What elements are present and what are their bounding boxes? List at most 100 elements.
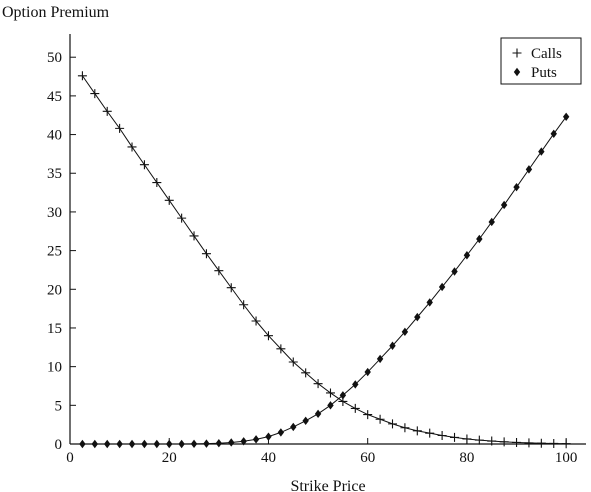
calls-point	[90, 89, 100, 99]
puts-point	[488, 217, 495, 227]
y-tick-label: 15	[47, 321, 62, 337]
series-puts	[79, 112, 570, 449]
legend-label-puts: Puts	[531, 65, 557, 81]
calls-point	[239, 300, 249, 310]
puts-point	[389, 341, 396, 350]
puts-point	[513, 182, 520, 192]
puts-point	[104, 439, 111, 449]
y-tick-label: 30	[47, 205, 62, 221]
calls-point	[276, 344, 286, 354]
puts-point	[166, 439, 173, 449]
calls-point	[77, 71, 87, 81]
puts-point	[426, 298, 433, 307]
calls-point	[462, 434, 472, 444]
y-tick-label: 35	[47, 166, 62, 182]
puts-point	[327, 401, 334, 410]
calls-point	[214, 266, 224, 276]
calls-point	[102, 106, 112, 116]
calls-point	[251, 316, 261, 326]
y-tick-label: 45	[47, 89, 62, 105]
puts-point	[339, 391, 347, 400]
puts-point	[290, 422, 297, 432]
legend-label-calls: Calls	[531, 46, 562, 62]
puts-line	[82, 116, 567, 445]
puts-point	[265, 432, 272, 441]
calls-point	[499, 437, 509, 447]
puts-point	[116, 439, 123, 449]
calls-point	[127, 142, 137, 152]
puts-point	[451, 267, 458, 276]
calls-point	[388, 419, 397, 429]
calls-point	[400, 423, 410, 433]
series-calls	[77, 71, 571, 449]
puts-point	[252, 435, 260, 444]
puts-point	[178, 439, 185, 449]
x-tick-label: 60	[360, 450, 375, 466]
calls-point	[288, 357, 298, 367]
calls-point	[115, 123, 125, 133]
calls-point	[524, 438, 534, 448]
y-tick-label: 40	[47, 128, 62, 144]
calls-point	[363, 410, 373, 420]
calls-point	[450, 432, 460, 442]
axes	[69, 34, 586, 445]
calls-point	[301, 368, 311, 378]
puts-point	[550, 129, 557, 138]
y-tick-label: 0	[55, 437, 63, 453]
calls-point	[512, 437, 522, 447]
calls-point	[375, 414, 385, 424]
puts-point	[352, 380, 359, 389]
puts-point	[364, 367, 371, 377]
calls-point	[189, 231, 199, 241]
puts-point	[476, 234, 483, 244]
y-tick-label: 10	[47, 360, 62, 376]
calls-point	[325, 388, 335, 398]
puts-point	[228, 438, 235, 447]
y-axis-ticks: 0 5 10 15 20 25 30 35 40 45 50	[47, 50, 76, 453]
x-axis-ticks: 0 20 40 60 80 100	[66, 438, 577, 466]
x-tick-label: 40	[261, 450, 276, 466]
legend: Calls Puts	[500, 37, 582, 85]
puts-point	[128, 439, 136, 449]
y-tick-label: 25	[47, 244, 62, 260]
y-axis-title: Option Premium	[2, 4, 110, 21]
calls-point	[201, 249, 211, 259]
x-tick-label: 0	[66, 450, 74, 466]
calls-point	[549, 438, 559, 448]
puts-point	[438, 282, 446, 292]
calls-point	[412, 426, 422, 436]
x-tick-label: 20	[162, 450, 177, 466]
calls-point	[177, 213, 187, 223]
calls-point	[263, 331, 273, 341]
series-layer	[77, 71, 571, 449]
calls-point	[350, 403, 360, 413]
puts-point	[153, 439, 161, 449]
calls-point	[425, 428, 435, 438]
calls-point	[139, 160, 149, 170]
calls-point	[437, 430, 447, 440]
puts-point	[376, 354, 384, 364]
puts-point	[538, 147, 545, 156]
y-tick-label: 5	[55, 398, 63, 414]
puts-point	[314, 409, 322, 419]
puts-point	[401, 327, 409, 337]
calls-point	[164, 195, 174, 205]
y-tick-label: 50	[47, 50, 62, 66]
puts-point	[203, 439, 210, 448]
calls-point	[536, 438, 546, 448]
puts-point	[500, 200, 508, 210]
puts-point	[525, 165, 533, 174]
puts-point	[190, 439, 198, 449]
calls-point	[561, 439, 571, 449]
calls-point	[226, 283, 236, 293]
puts-point	[463, 251, 471, 260]
puts-point	[302, 416, 309, 425]
puts-point	[240, 437, 247, 446]
puts-point	[215, 439, 223, 448]
legend-marker-calls	[512, 48, 522, 58]
y-tick-label: 20	[47, 282, 62, 298]
calls-point	[474, 435, 484, 445]
calls-point	[152, 178, 162, 188]
calls-point	[313, 379, 323, 389]
